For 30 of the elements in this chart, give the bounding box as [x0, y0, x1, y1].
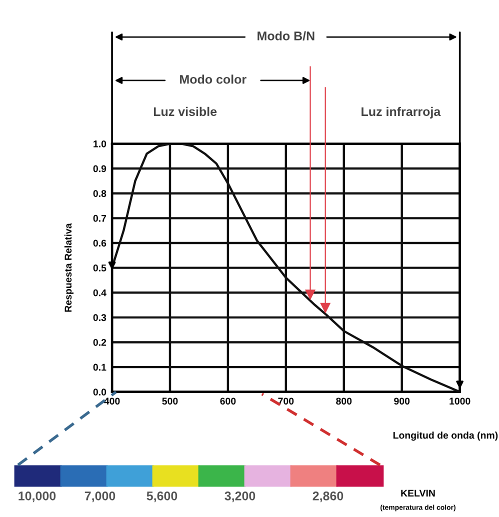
- y-tick-label: 0.4: [93, 289, 106, 296]
- text: 3,200: [224, 492, 256, 502]
- text: Luz visible: [154, 106, 217, 116]
- y-tick-label: 0.6: [93, 240, 106, 247]
- text: 2,860: [312, 492, 344, 502]
- y-tick-label: 0.0: [93, 388, 106, 396]
- y-tick-label: 1.0: [94, 140, 106, 148]
- text: Luz infrarroja: [362, 106, 441, 119]
- x-tick-label: 800: [336, 398, 352, 405]
- x-tick-label: 500: [162, 398, 178, 405]
- x-tick-label: 900: [394, 398, 410, 405]
- y-tick-label: 0.5: [93, 264, 106, 272]
- x-tick-label: 700: [278, 398, 294, 405]
- text: 7,000: [84, 492, 116, 502]
- text: Modo B/N: [258, 31, 314, 40]
- text: KELVIN: [401, 490, 435, 497]
- text: 5,600: [146, 492, 178, 502]
- y-tick-label: 0.7: [93, 214, 106, 222]
- x-tick-label: 1000: [450, 398, 470, 405]
- y-tick-label: 0.2: [93, 338, 106, 346]
- y-tick-label: 0.8: [93, 190, 106, 197]
- x-tick-label: 400: [104, 398, 120, 405]
- y-axis-title: Respuesta Relativa: [64, 223, 74, 312]
- x-tick-label: 600: [220, 398, 236, 405]
- x-axis-title: Longitud de onda (nm): [393, 432, 498, 441]
- text: 10,000: [18, 492, 56, 502]
- y-tick-label: 0.3: [93, 314, 106, 322]
- y-tick-label: 0.1: [93, 364, 106, 371]
- y-tick-label: 0.9: [93, 165, 106, 172]
- text: Modo color: [180, 74, 246, 84]
